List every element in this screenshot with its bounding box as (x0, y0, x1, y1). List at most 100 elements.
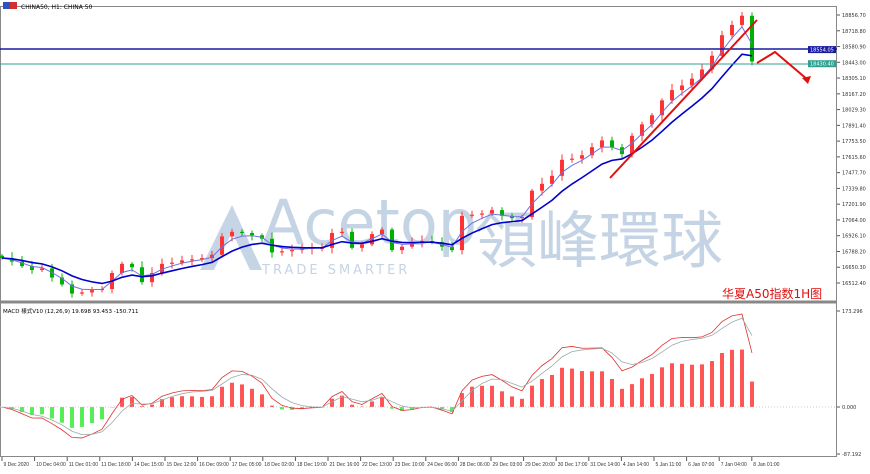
price-line-tag (808, 60, 836, 68)
time-tick-label: 6 Jan 07:00 (688, 462, 714, 468)
macd-bar (60, 407, 64, 423)
chart-title: CHINA50, H1: CHINA 50 (21, 4, 93, 11)
price-tick-label: 16788.20 (842, 249, 866, 255)
price-tick-label: 18305.10 (842, 76, 866, 82)
macd-bar (130, 396, 134, 407)
candle (370, 234, 374, 245)
candle (630, 135, 634, 155)
time-tick-label: 8 Jan 01:00 (753, 462, 779, 468)
macd-bar (150, 404, 154, 407)
time-tick-label: 5 Jan 11:00 (656, 462, 682, 468)
time-tick-label: 16 Dec 09:00 (199, 462, 229, 468)
candle (350, 231, 354, 248)
macd-bar (50, 407, 54, 419)
time-tick-label: 28 Dec 06:00 (460, 462, 490, 468)
candle (390, 229, 394, 251)
candle (680, 85, 684, 91)
macd-bar (700, 364, 704, 407)
macd-bar (20, 407, 24, 413)
price-line-tag (808, 46, 836, 54)
macd-bar (100, 407, 104, 420)
candle (660, 100, 664, 116)
annotation-label: 华夏A50指数1H图 (722, 286, 822, 301)
candle (70, 284, 74, 294)
macd-bar (490, 385, 494, 407)
candle (120, 263, 124, 273)
chart-icon (3, 2, 17, 9)
candle (0, 255, 4, 259)
macd-bar (90, 407, 94, 424)
price-axis[interactable]: 18856.70 18718.80 18580.90 18443.00 18305.10… (808, 13, 866, 287)
price-tick-label: 18718.80 (842, 29, 866, 35)
macd-bar (480, 385, 484, 407)
candle (650, 115, 654, 125)
candle (290, 250, 294, 252)
candle (360, 244, 364, 248)
time-tick-label: 22 Dec 13:00 (362, 462, 392, 468)
candle (570, 158, 574, 160)
candle (170, 262, 174, 264)
time-tick-label: 29 Dec 03:00 (493, 462, 523, 468)
ma-line (1, 53, 753, 285)
time-tick-label: 14 Dec 15:00 (134, 462, 164, 468)
price-tick-label: 18029.30 (842, 108, 866, 114)
macd-bar (210, 396, 214, 407)
macd-bar (190, 396, 194, 407)
candle (740, 15, 744, 25)
macd-bar (400, 407, 404, 411)
time-axis[interactable]: 9 Dec 2020 10 Dec 04:00 11 Dec 01:00 11 Dec… (1, 457, 780, 468)
candle (520, 216, 524, 219)
macd-bar (500, 391, 504, 407)
macd-bar (220, 386, 224, 407)
time-tick-label: 21 Dec 16:00 (330, 462, 360, 468)
macd-bar (250, 388, 254, 407)
candle (480, 213, 484, 215)
candle (710, 55, 714, 70)
macd-bar (350, 404, 354, 407)
macd-bar (670, 363, 674, 407)
candle (730, 24, 734, 36)
candle (750, 15, 754, 62)
macd-bar (530, 385, 534, 407)
time-tick-label: 10 Dec 04:00 (36, 462, 66, 468)
macd-bar (340, 395, 344, 407)
trendline[interactable] (609, 19, 758, 179)
macd-bar (270, 405, 274, 407)
macd-bar (540, 379, 544, 407)
time-tick-label: 11 Dec 18:00 (101, 462, 131, 468)
time-tick-label: 31 Dec 14:00 (590, 462, 620, 468)
macd-bar (470, 386, 474, 407)
macd-bar (230, 382, 234, 407)
candle (200, 258, 204, 260)
time-tick-label: 29 Dec 20:00 (525, 462, 555, 468)
macd-bar (710, 361, 714, 407)
macd-bar (120, 397, 124, 407)
price-tick-label: 18580.90 (842, 45, 866, 51)
macd-label: MACD 樣式V10 (12,26,9) 19.698 93.453 -150.… (3, 307, 139, 315)
macd-bar (520, 398, 524, 407)
macd-tick-label: -87.192 (842, 452, 861, 458)
price-line-tag-label: 18430.40 (810, 62, 834, 68)
candle (90, 290, 94, 293)
candle (460, 215, 464, 251)
candle (450, 246, 454, 251)
candle (20, 261, 24, 267)
candle (670, 90, 674, 101)
candle (210, 254, 214, 259)
macd-bar (70, 407, 74, 428)
candle (560, 159, 564, 176)
forecast-arrow[interactable] (756, 50, 809, 81)
macd-bar (240, 384, 244, 407)
macd-bar (750, 381, 754, 407)
price-tick-label: 17891.40 (842, 123, 866, 129)
macd-line (1, 313, 753, 439)
arrowhead-icon (802, 76, 811, 84)
candle (140, 267, 144, 283)
candle (410, 243, 414, 247)
macd-bar (560, 367, 564, 407)
time-tick-label: 18 Dec 19:00 (297, 462, 327, 468)
price-tick-label: 16512.40 (842, 281, 866, 287)
price-tick-label: 16650.30 (842, 265, 866, 271)
macd-bar (170, 397, 174, 407)
